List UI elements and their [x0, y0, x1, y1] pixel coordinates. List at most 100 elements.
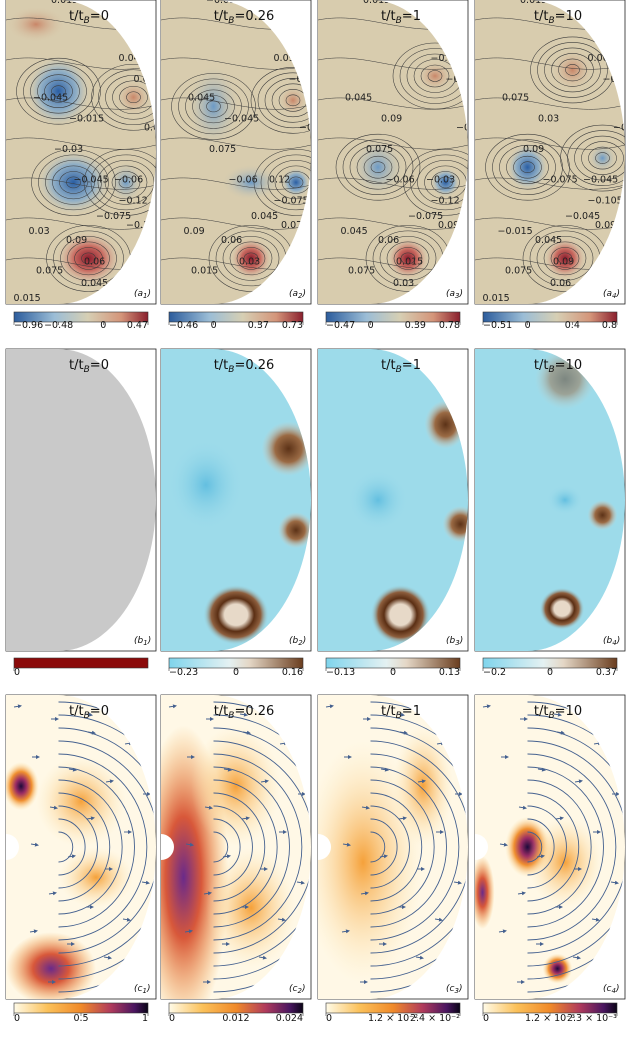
- stream-arrow-9: [49, 805, 58, 810]
- contour-label-3: 0.03: [538, 114, 559, 125]
- label-index: 1: [143, 639, 147, 647]
- contour-line-3-3: [551, 53, 594, 87]
- label-letter: (a: [134, 289, 143, 299]
- panel-label-b4: (b4): [603, 636, 620, 647]
- contour-line-3-5: [53, 230, 124, 287]
- field-blob-2: [387, 237, 429, 280]
- streamline-7: [58, 753, 148, 941]
- stream-arrow-21: [415, 955, 424, 960]
- stream-arrow-18: [122, 917, 131, 922]
- contour-label-13: −0.015: [498, 226, 533, 237]
- contour-line-1-3: [356, 150, 400, 184]
- contour-sweep-3: [475, 97, 625, 110]
- stream-arrow-10: [86, 816, 95, 821]
- label-close: ): [459, 636, 464, 646]
- contour-sweep-6: [6, 217, 156, 230]
- field-b3: [318, 349, 469, 651]
- stream-arrow-21: [572, 955, 581, 960]
- panel-a1: 0.015−0.045−0.015−0.030.0450.090.07−0.04…: [5, 0, 165, 331]
- contour-line-4-2: [119, 86, 148, 109]
- field-a1: 0.015−0.045−0.015−0.030.0450.090.07−0.04…: [6, 0, 165, 304]
- contour-line-1-3: [192, 89, 235, 124]
- field-c2: [161, 695, 312, 999]
- panel-title-b4: t/tB=10: [534, 358, 582, 375]
- colorbar-tick-1: −0.96: [14, 320, 43, 331]
- field-blob-1: [587, 499, 618, 531]
- field-b2: [161, 349, 312, 651]
- contour-line-2-3: [229, 241, 273, 276]
- stream-arrow-15: [296, 880, 305, 885]
- title-ratio: t/t: [69, 704, 84, 719]
- contour-label-4: −0.03: [54, 144, 83, 155]
- stream-arrow-19: [498, 929, 507, 934]
- contour-label-14: 0.06: [221, 235, 242, 246]
- title-subscript: B: [84, 16, 90, 26]
- field-a2: −0.0150.045−0.0450.0750.09−0.03−0.045−0.…: [161, 0, 312, 304]
- panel-b1: t/tB=0 (b1) 0: [5, 348, 157, 678]
- colorbar-tick-3: 1: [142, 1013, 148, 1024]
- contour-label-17: 0.06: [550, 278, 571, 289]
- colorbar-tick-2: 1.2 × 10⁻³: [525, 1013, 575, 1024]
- contour-line-5-4: [97, 160, 155, 205]
- contour-label-16: 0.03: [239, 256, 260, 267]
- colorbar-tick-3: 0.4: [565, 320, 580, 331]
- title-subscript: B: [228, 365, 234, 375]
- field-c3: [318, 695, 469, 999]
- contour-line-4-4: [417, 160, 469, 205]
- label-letter: (b: [289, 636, 299, 646]
- field-blob-4: [587, 142, 618, 174]
- field-blob-2: [36, 148, 111, 216]
- contour-line-2-2: [59, 171, 88, 194]
- field-blob-1: [186, 63, 241, 149]
- field-blob-3: [542, 953, 573, 984]
- label-letter: (b: [134, 636, 144, 646]
- stream-arrow-24: [239, 712, 248, 717]
- stream-arrow-15: [141, 880, 150, 885]
- label-index: 1: [142, 987, 146, 995]
- contour-sweep-2: [161, 57, 312, 70]
- label-letter: (b: [603, 636, 613, 646]
- title-value: =0: [90, 704, 109, 719]
- stream-arrow-1: [168, 704, 177, 709]
- field-blob-3: [36, 755, 126, 848]
- field-blob-1: [351, 136, 405, 198]
- contour-label-14: 0.06: [378, 235, 399, 246]
- colorbar-a2: [168, 311, 304, 323]
- streamline-3: [58, 805, 98, 889]
- colorbar-tick-3: 0.37: [248, 320, 269, 331]
- label-index: 2: [298, 639, 303, 647]
- inner-cylinder: [161, 834, 174, 860]
- stream-arrow-24: [396, 712, 405, 717]
- title-ratio: t/t: [69, 9, 84, 24]
- contour-line-3-6: [250, 67, 312, 134]
- stream-arrow-24: [84, 712, 93, 717]
- colorbar-tick-1: −0.13: [326, 667, 355, 678]
- contour-line-3-5: [257, 72, 312, 129]
- streamline-9: [213, 727, 312, 967]
- streamline-10: [213, 714, 312, 980]
- title-value: =1: [402, 704, 421, 719]
- title-ratio: t/t: [534, 358, 549, 373]
- streamline-6: [527, 766, 604, 928]
- inner-cylinder: [318, 834, 331, 860]
- colorbar-tick-2: 0: [211, 320, 217, 331]
- contour-line-3-4: [60, 236, 117, 281]
- contour-line-1-4: [30, 68, 87, 114]
- colorbar-tick-1: −0.46: [169, 320, 198, 331]
- contour-sweep-4: [475, 137, 625, 150]
- colorbar-c1: [13, 1002, 149, 1014]
- field-c4: [475, 695, 625, 999]
- stream-arrow-13: [536, 854, 545, 859]
- contour-label-2: 0.045: [188, 92, 215, 103]
- contour-label-4: 0.075: [209, 144, 236, 155]
- contour-label-11: −0.075: [96, 211, 131, 222]
- streamline-2: [213, 818, 241, 876]
- title-subscript: B: [84, 365, 90, 375]
- colorbar-tick-3: 2.3 × 10⁻³: [567, 1013, 617, 1024]
- contour-label-18: 0.015: [14, 293, 41, 304]
- contour-label-7: 0.07: [144, 123, 165, 134]
- colorbar-tick-3: 0.39: [405, 320, 426, 331]
- panel-b4: t/tB=10 (b4) −0.2 0 0.37: [474, 348, 626, 678]
- label-index: 1: [143, 292, 147, 300]
- contour-label-15: 0.015: [191, 266, 218, 277]
